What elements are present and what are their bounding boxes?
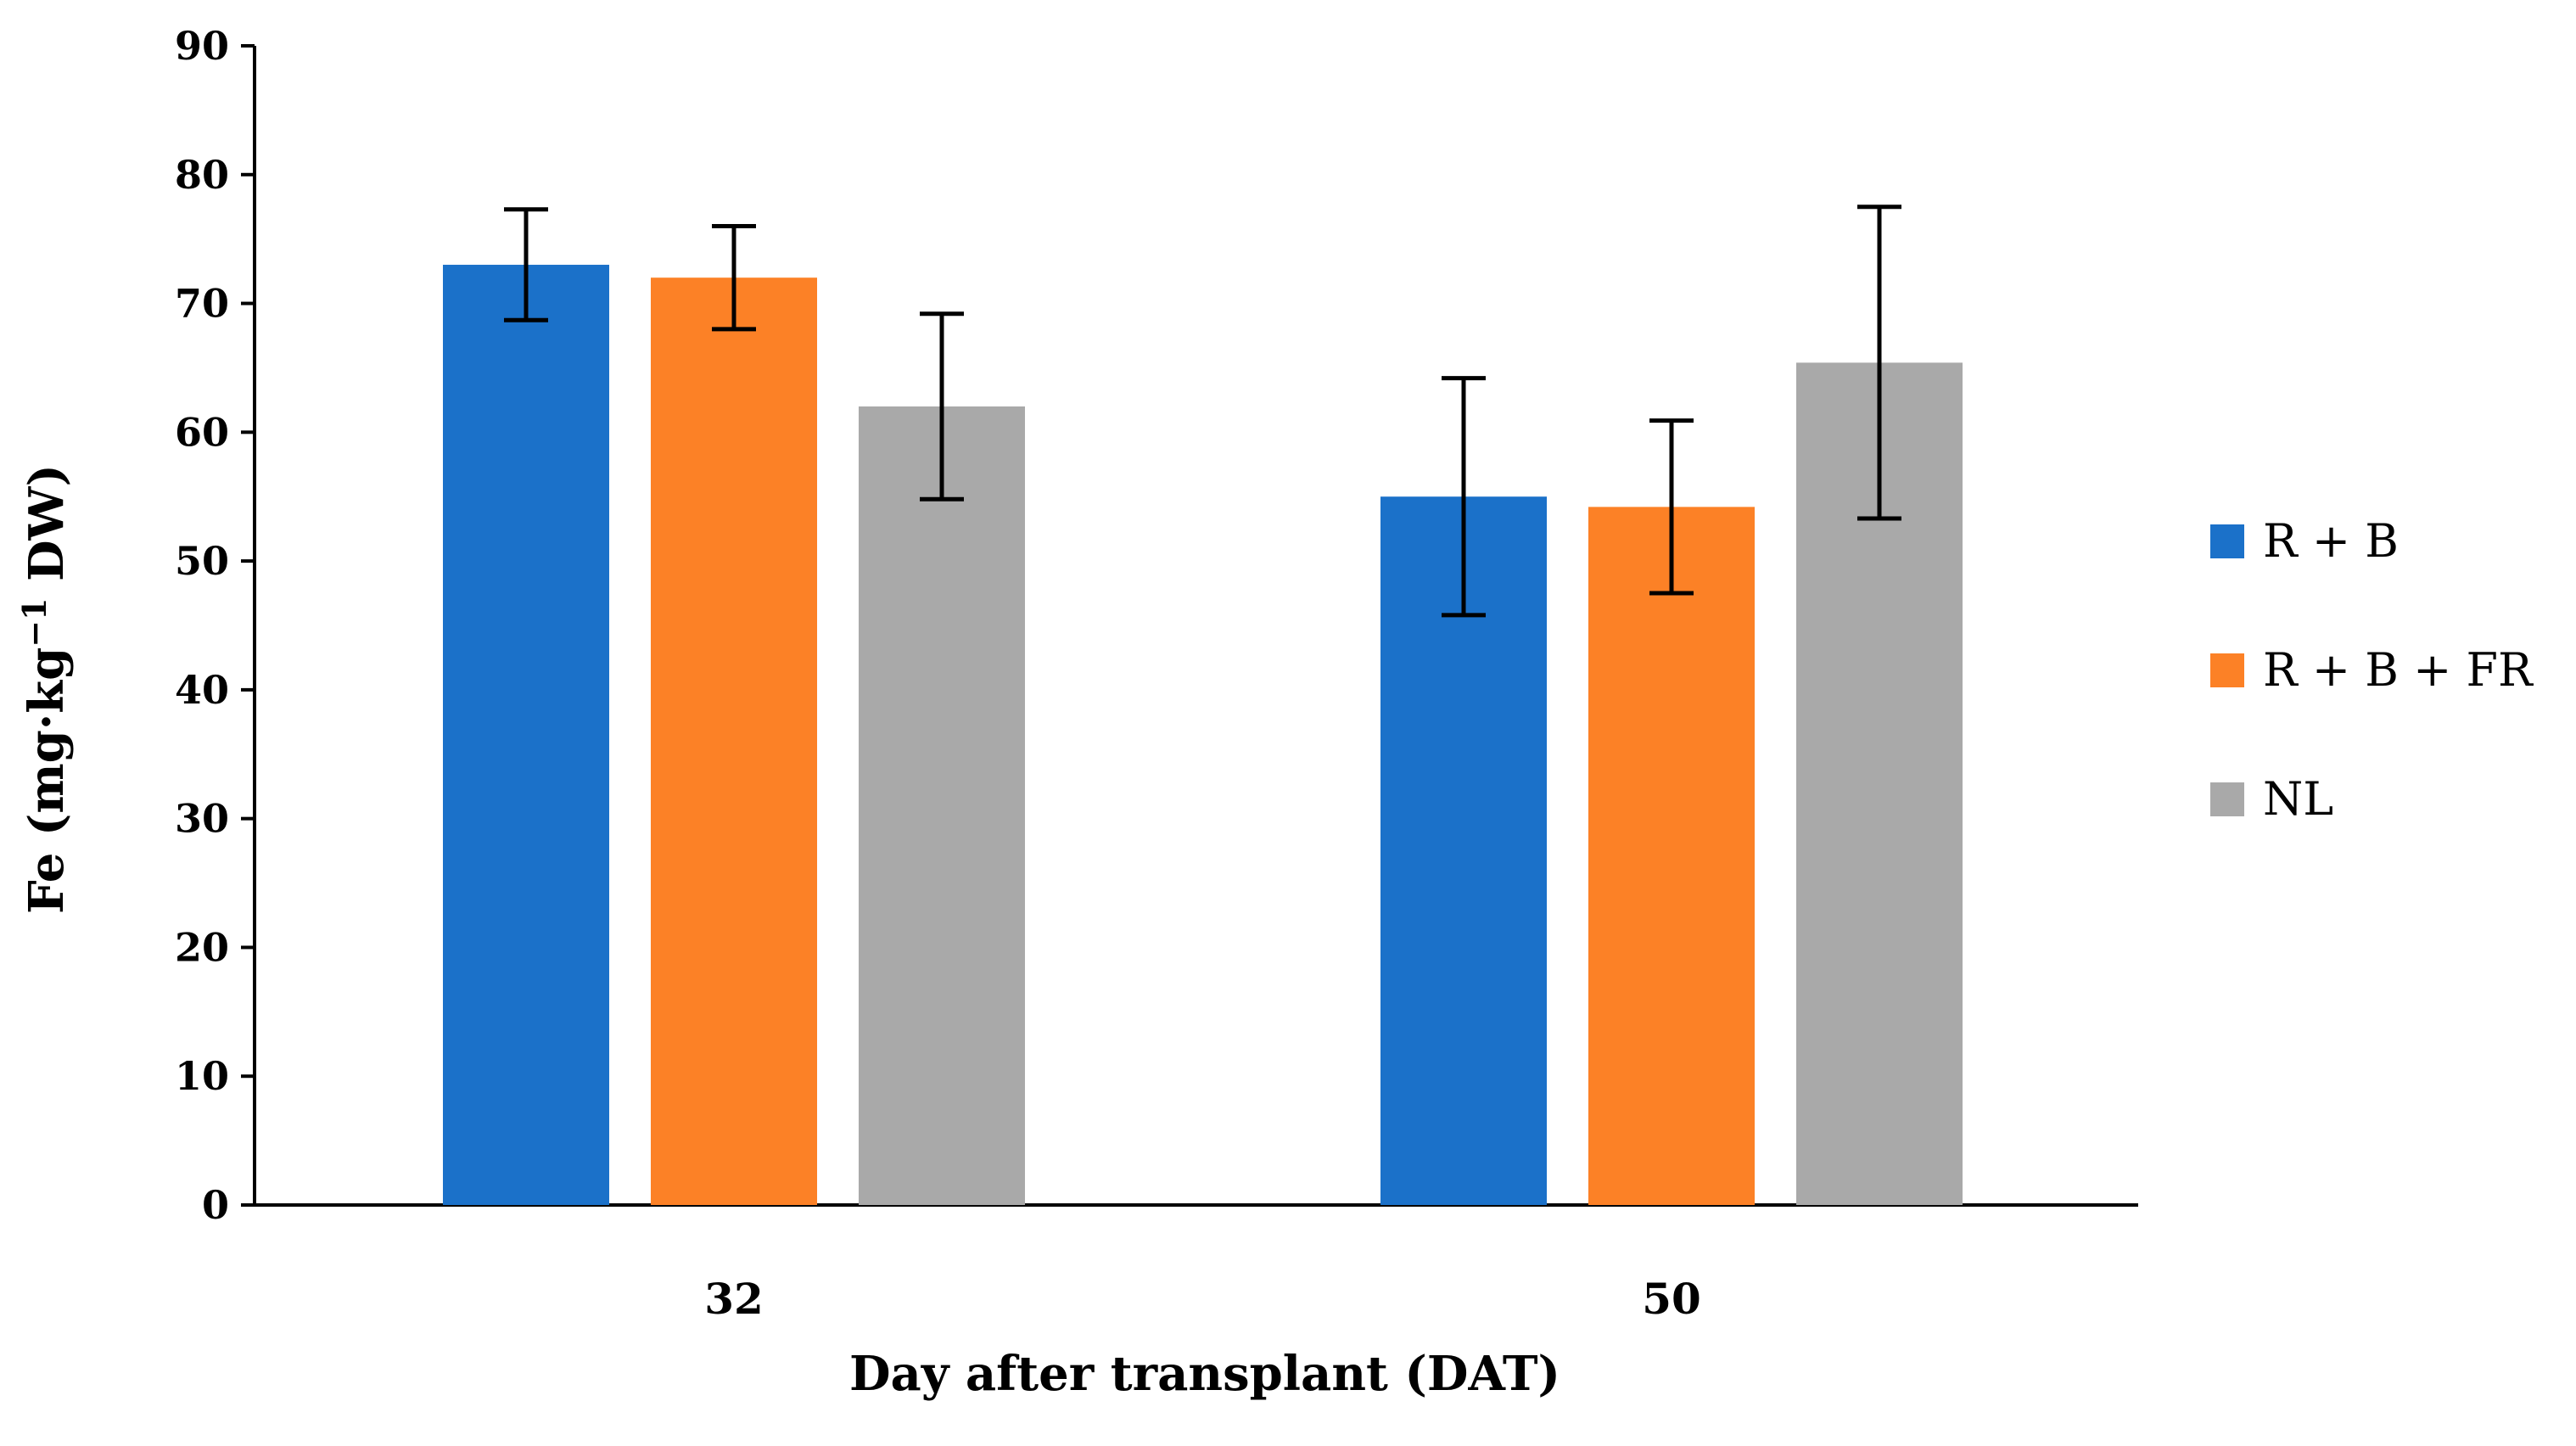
y-axis-title: Fe (mg·kg−1 DW) xyxy=(15,464,75,914)
legend-label: R + B + FR xyxy=(2263,643,2534,697)
y-axis-title-superscript: −1 xyxy=(15,597,53,647)
y-tick-label: 70 xyxy=(175,281,229,327)
y-tick-label: 60 xyxy=(175,409,229,455)
legend: R + B R + B + FR NL xyxy=(2210,514,2534,826)
legend-label: NL xyxy=(2263,772,2333,826)
y-tick-label: 50 xyxy=(175,538,229,584)
y-axis-title-prefix: Fe (mg·kg xyxy=(19,647,75,914)
labels-layer: 0 10 20 30 40 50 60 70 80 90 32 50 xyxy=(175,23,1701,1324)
x-tick-label: 50 xyxy=(1642,1274,1701,1324)
y-axis-title-suffix: DW) xyxy=(19,464,75,597)
bar xyxy=(1588,507,1755,1205)
legend-swatch xyxy=(2210,782,2244,816)
y-tick-label: 40 xyxy=(175,667,229,713)
legend-label: R + B xyxy=(2263,514,2399,568)
bar xyxy=(651,277,817,1206)
y-tick-label: 30 xyxy=(175,796,229,842)
x-tick-label: 32 xyxy=(704,1274,764,1324)
x-axis-title: Day after transplant (DAT) xyxy=(849,1346,1560,1402)
legend-swatch xyxy=(2210,653,2244,687)
y-tick-label: 0 xyxy=(202,1182,229,1228)
error-bars-layer xyxy=(504,205,1901,618)
y-tick-label: 90 xyxy=(175,23,229,69)
bar xyxy=(443,265,609,1205)
y-tick-label: 20 xyxy=(175,924,229,970)
bar xyxy=(859,406,1025,1205)
y-tick-label: 10 xyxy=(175,1053,229,1099)
bars-layer xyxy=(443,265,1963,1206)
y-tick-label: 80 xyxy=(175,152,229,198)
legend-swatch xyxy=(2210,524,2244,558)
